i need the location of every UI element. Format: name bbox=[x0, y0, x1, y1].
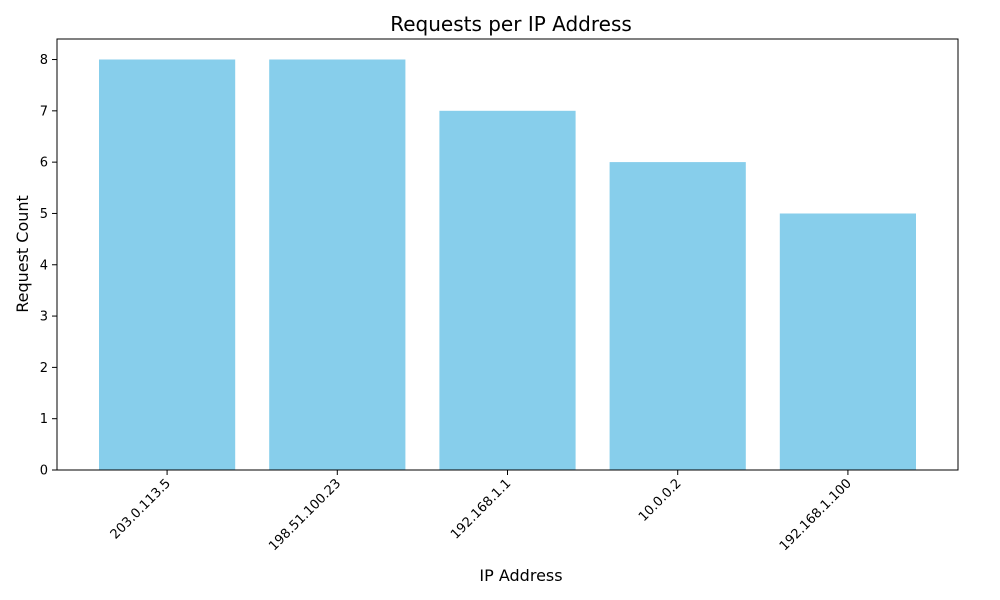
bar bbox=[99, 59, 236, 470]
x-axis-ticks: 203.0.113.5 198.51.100.23 192.168.1.1 10.0.… bbox=[108, 470, 855, 554]
x-axis-label: IP Address bbox=[479, 566, 562, 585]
x-tick-label: 203.0.113.5 bbox=[108, 476, 174, 542]
chart-title: Requests per IP Address bbox=[390, 12, 632, 36]
bar bbox=[439, 110, 576, 471]
bar bbox=[269, 59, 406, 470]
y-tick-label: 8 bbox=[40, 53, 48, 68]
x-tick-label: 10.0.0.2 bbox=[636, 476, 685, 525]
bar bbox=[779, 213, 916, 470]
bar bbox=[609, 162, 746, 470]
y-axis-ticks: 0 1 2 3 4 5 6 7 8 bbox=[40, 53, 57, 479]
y-axis-label: Request Count bbox=[13, 195, 32, 313]
bars-group bbox=[99, 59, 916, 471]
y-tick-label: 1 bbox=[40, 412, 48, 427]
x-tick-label: 198.51.100.23 bbox=[266, 476, 344, 554]
y-tick-label: 2 bbox=[40, 361, 48, 376]
plot-frame bbox=[56, 38, 959, 471]
y-tick-label: 3 bbox=[40, 310, 48, 325]
y-tick-label: 5 bbox=[40, 207, 48, 222]
y-tick-label: 0 bbox=[40, 464, 48, 479]
x-tick-label: 192.168.1.1 bbox=[448, 476, 514, 542]
x-tick-label: 192.168.1.100 bbox=[777, 476, 855, 554]
y-tick-label: 7 bbox=[40, 104, 48, 119]
y-tick-label: 4 bbox=[40, 258, 48, 273]
y-tick-label: 6 bbox=[40, 156, 48, 171]
